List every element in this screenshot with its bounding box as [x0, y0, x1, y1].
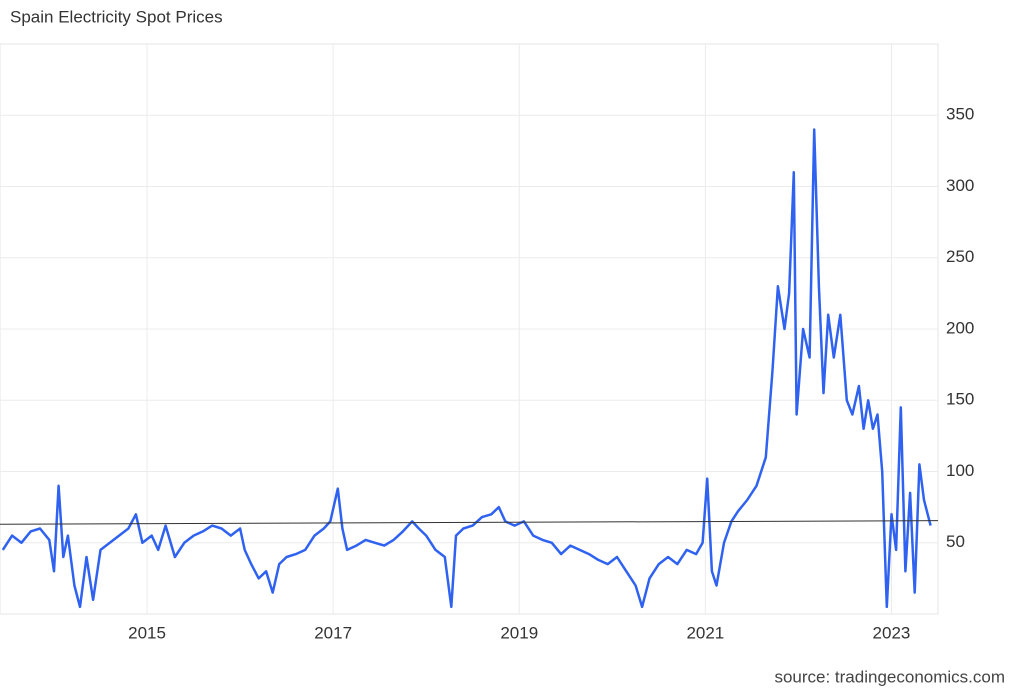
- y-tick-label: 300: [946, 176, 974, 195]
- y-tick-label: 150: [946, 390, 974, 409]
- x-tick-label: 2017: [314, 623, 352, 642]
- y-tick-label: 100: [946, 461, 974, 480]
- x-tick-label: 2015: [128, 623, 166, 642]
- reference-line: [0, 520, 939, 525]
- y-tick-label: 350: [946, 105, 974, 124]
- chart-title: Spain Electricity Spot Prices: [10, 7, 223, 26]
- x-tick-label: 2023: [873, 623, 911, 642]
- source: source: tradingeconomics.com: [774, 667, 1005, 686]
- y-tick-label: 250: [946, 247, 974, 266]
- line-series: [1, 128, 932, 609]
- y-tick-label: 200: [946, 318, 974, 337]
- x-tick-label: 2019: [500, 623, 538, 642]
- y-tick-label: 50: [946, 532, 965, 551]
- x-tick-label: 2021: [686, 623, 724, 642]
